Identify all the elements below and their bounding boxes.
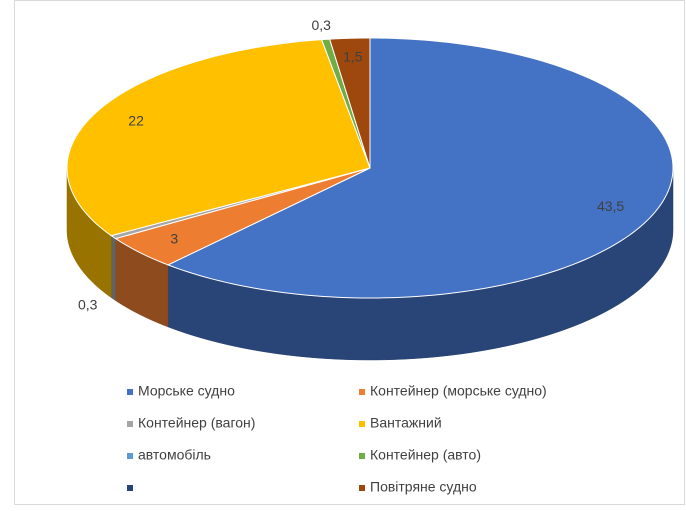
slice-side	[111, 235, 116, 302]
legend-label: Контейнер (вагон)	[138, 415, 255, 431]
legend-label: Морське судно	[138, 383, 235, 399]
legend-label: Контейнер (морське судно)	[370, 383, 547, 399]
legend-marker	[359, 453, 365, 459]
data-label: 3	[170, 231, 178, 247]
legend-label: Контейнер (авто)	[370, 447, 481, 463]
data-label: 0,3	[311, 17, 331, 33]
data-label: 22	[128, 112, 144, 128]
legend-marker	[127, 421, 133, 427]
slice	[329, 37, 371, 169]
data-label: 1,5	[343, 48, 363, 64]
slice	[166, 37, 674, 299]
data-label: 0,3	[78, 297, 98, 313]
legend-marker	[359, 389, 365, 395]
legend-marker	[127, 485, 133, 491]
data-label: 43,5	[597, 198, 624, 214]
slice	[114, 167, 371, 266]
legend-label: Вантажний	[370, 415, 442, 431]
legend-marker	[127, 389, 133, 395]
slice	[66, 39, 371, 237]
legend-label: Повітряне судно	[370, 479, 477, 495]
legend-marker	[127, 453, 133, 459]
legend-marker	[359, 485, 365, 491]
legend-marker	[359, 421, 365, 427]
legend-label: автомобіль	[138, 447, 211, 463]
